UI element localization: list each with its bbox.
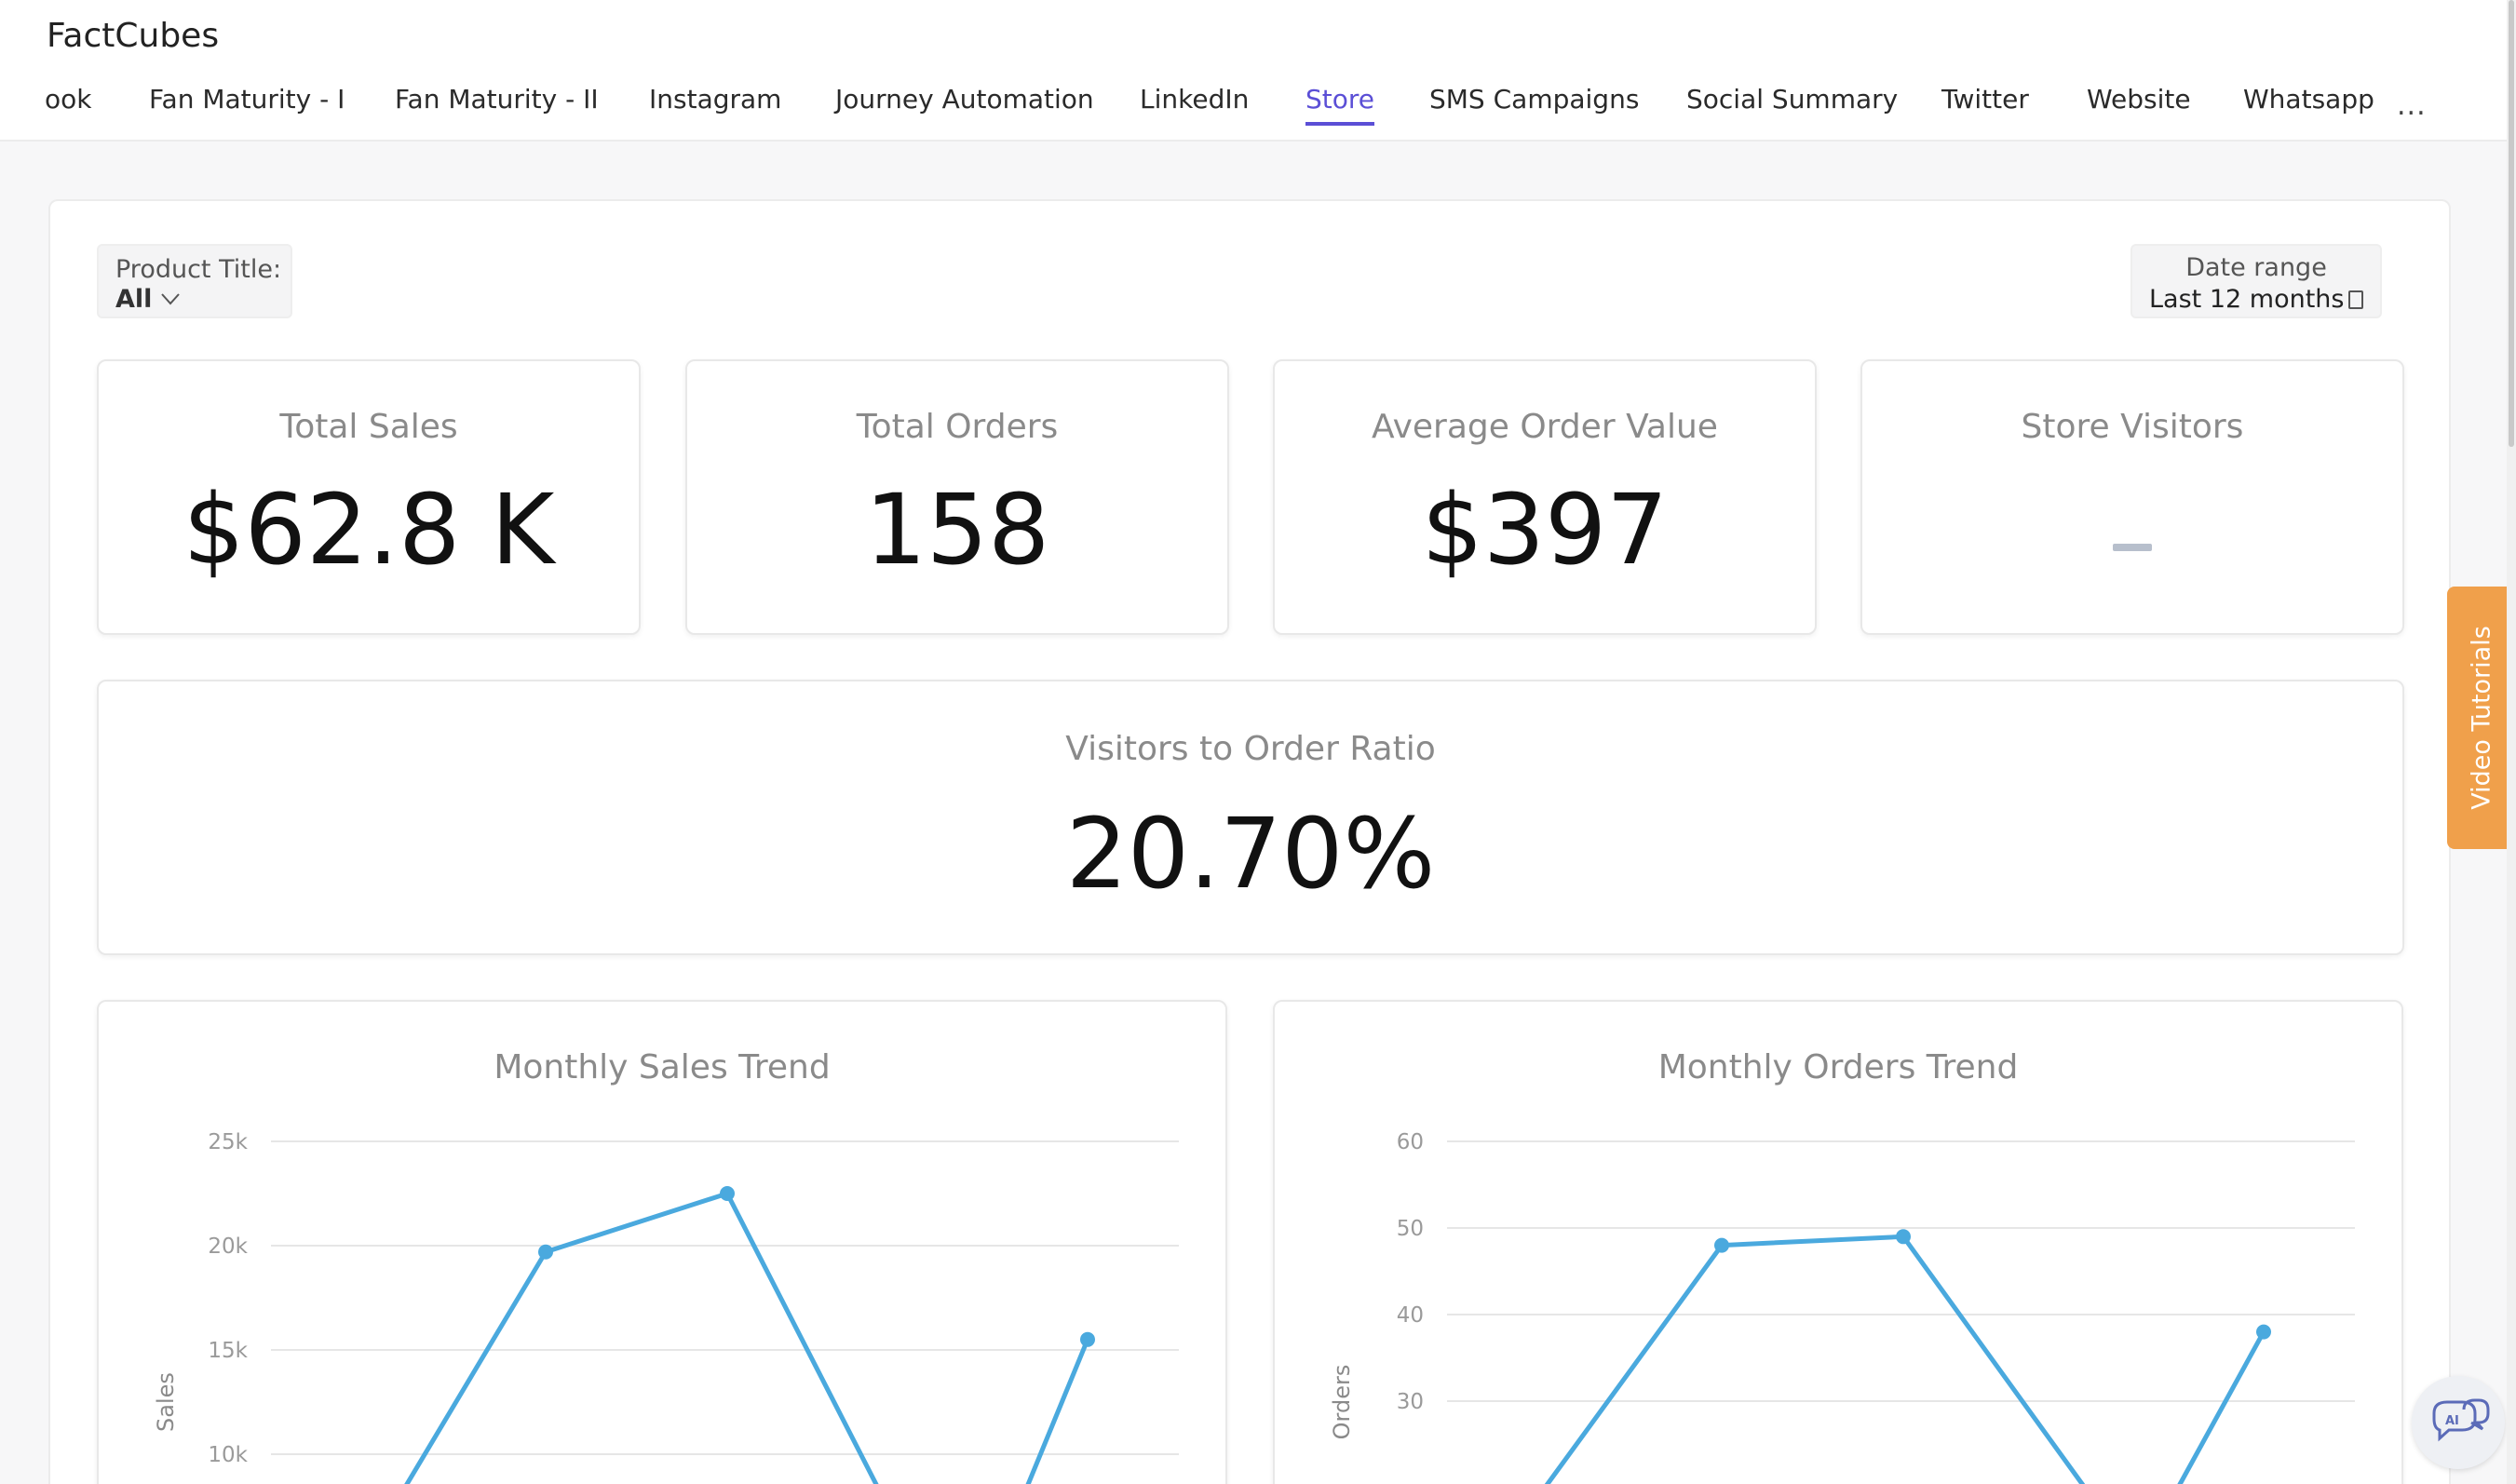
y-tick-label: 20k [208, 1234, 248, 1259]
product-title-filter[interactable]: Product Title: All [97, 244, 292, 318]
y-tick-label: 10k [208, 1443, 248, 1467]
y-axis-label: Orders [1329, 1365, 1355, 1440]
tab-store[interactable]: Store [1305, 84, 1375, 126]
kpi-title: Store Visitors [2021, 408, 2244, 446]
calendar-icon [2348, 290, 2363, 309]
series-line [404, 1191, 1090, 1484]
more-tabs-button[interactable]: ... [2397, 89, 2427, 122]
tab-facebook[interactable]: ook [45, 84, 92, 115]
y-tick-label: 60 [1397, 1130, 1424, 1154]
kpi-title: Visitors to Order Ratio [1065, 730, 1436, 768]
tab-fan-maturity-ii[interactable]: Fan Maturity - II [395, 84, 599, 115]
no-data-dash [2113, 544, 2152, 551]
y-tick-label: 30 [1397, 1390, 1424, 1414]
kpi-total-sales: Total Sales $62.8 K [97, 359, 641, 635]
series-line [1544, 1234, 2266, 1484]
product-title-filter-label: Product Title: [115, 255, 282, 284]
sales-line-chart: 25k 20k 15k 10k Sales [153, 1130, 1179, 1484]
tab-twitter[interactable]: Twitter [1941, 84, 2029, 115]
data-point[interactable] [2256, 1324, 2271, 1340]
scrollbar-thumb[interactable] [2509, 0, 2514, 447]
date-range-filter[interactable]: Date range Last 12 months [2130, 244, 2382, 318]
ai-chat-button[interactable]: AI [2412, 1376, 2505, 1469]
chart-title: Monthly Orders Trend [1657, 1048, 2019, 1086]
ai-chat-icon: AI [2432, 1398, 2490, 1442]
data-point[interactable] [1714, 1237, 1729, 1253]
kpi-average-order-value: Average Order Value $397 [1273, 359, 1817, 635]
kpi-visitors-order-ratio: Visitors to Order Ratio 20.70% [97, 680, 2404, 955]
tab-sms-campaigns[interactable]: SMS Campaigns [1429, 84, 1640, 115]
app-title: FactCubes [47, 17, 220, 55]
y-tick-label: 15k [208, 1339, 248, 1363]
tab-journey-automation[interactable]: Journey Automation [835, 84, 1094, 115]
tab-whatsapp[interactable]: Whatsapp [2243, 84, 2374, 115]
kpi-value: 158 [864, 473, 1050, 587]
video-tutorials-label: Video Tutorials [2467, 626, 2496, 810]
tab-website[interactable]: Website [2087, 84, 2191, 115]
kpi-value: $397 [1421, 473, 1669, 587]
y-tick-label: 50 [1397, 1217, 1424, 1241]
tab-fan-maturity-i[interactable]: Fan Maturity - I [149, 84, 345, 115]
dashboard-tabs: ook Fan Maturity - I Fan Maturity - II I… [0, 84, 2421, 132]
kpi-value: 20.70% [1065, 797, 1436, 911]
top-bar: FactCubes ook Fan Maturity - I Fan Matur… [0, 0, 2516, 142]
y-tick-label: 40 [1397, 1303, 1424, 1328]
data-point[interactable] [1896, 1229, 1911, 1245]
tab-instagram[interactable]: Instagram [649, 84, 782, 115]
video-tutorials-button[interactable]: Video Tutorials [2447, 587, 2516, 849]
y-tick-label: 25k [208, 1130, 248, 1154]
tab-linkedin[interactable]: LinkedIn [1140, 84, 1250, 115]
data-point[interactable] [538, 1244, 553, 1260]
kpi-store-visitors: Store Visitors [1860, 359, 2404, 635]
y-axis-label: Sales [153, 1372, 179, 1432]
chevron-down-icon [161, 293, 180, 305]
kpi-title: Average Order Value [1372, 408, 1718, 446]
monthly-orders-chart: Monthly Orders Trend 60 50 40 30 Orders [1273, 1000, 2403, 1484]
kpi-total-orders: Total Orders 158 [685, 359, 1229, 635]
scrollbar[interactable] [2507, 0, 2516, 1484]
chart-title: Monthly Sales Trend [494, 1048, 831, 1086]
monthly-sales-chart: Monthly Sales Trend 25k 20k 15k 10k Sales [97, 1000, 1227, 1484]
tab-social-summary[interactable]: Social Summary [1686, 84, 1899, 115]
kpi-title: Total Sales [279, 408, 458, 446]
date-range-value: Last 12 months [2149, 285, 2345, 314]
kpi-title: Total Orders [856, 408, 1059, 446]
kpi-value: $62.8 K [183, 473, 555, 587]
orders-line-chart: 60 50 40 30 Orders [1329, 1130, 2355, 1484]
product-title-filter-value: All [115, 285, 153, 314]
svg-text:AI: AI [2445, 1414, 2459, 1428]
data-point[interactable] [1080, 1331, 1095, 1347]
date-range-label: Date range [2185, 253, 2327, 282]
data-point[interactable] [720, 1186, 735, 1201]
